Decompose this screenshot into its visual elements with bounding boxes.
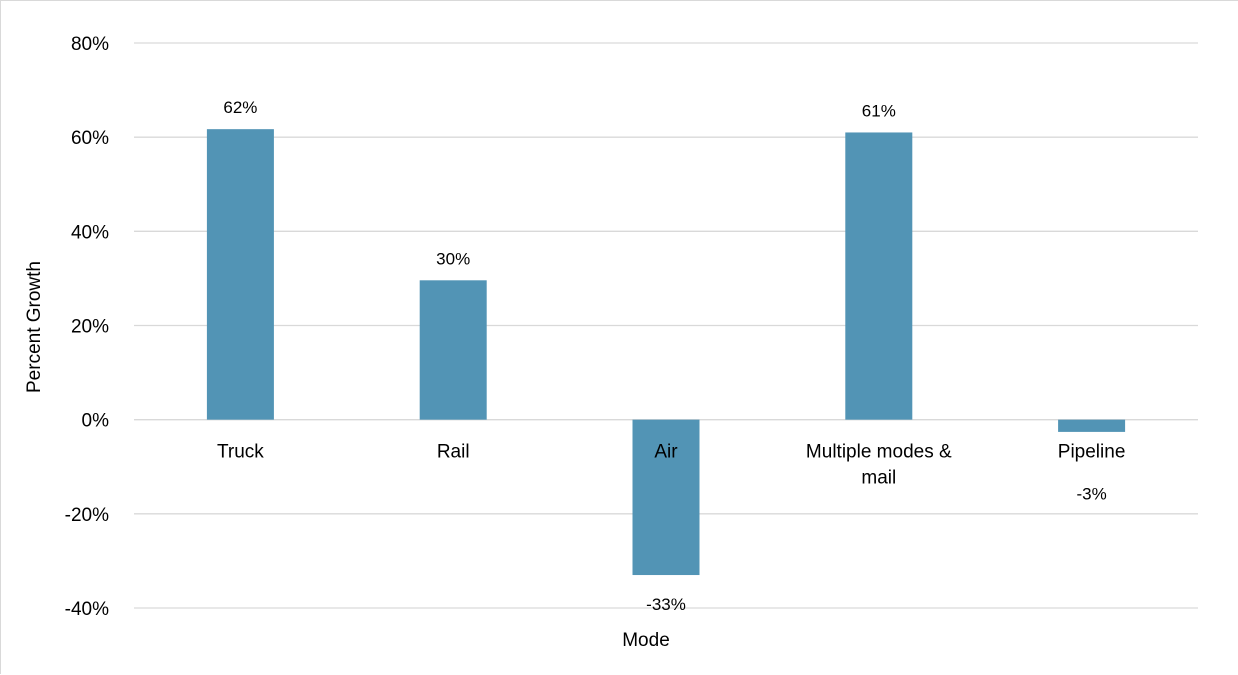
y-tick-label: 60% (71, 128, 109, 149)
y-tick-labels: -40% -20% 0% 20% 40% 60% 80% (65, 34, 109, 620)
category-labels: Truck Rail Air Multiple modes & mail Pipeline (217, 442, 1125, 489)
bars (206, 129, 1126, 576)
y-tick-label: 0% (82, 411, 110, 432)
y-tick-label: -20% (65, 505, 109, 526)
x-category-label: Rail (437, 442, 470, 463)
y-axis-title: Percent Growth (24, 261, 45, 393)
data-label: 62% (223, 98, 257, 117)
x-category-label: Air (654, 442, 678, 463)
bar (419, 280, 487, 420)
bar (845, 132, 913, 420)
x-category-label: Multiple modes & mail (806, 442, 952, 489)
data-label: -33% (646, 595, 686, 614)
y-tick-label: 40% (71, 222, 109, 243)
y-tick-label: 20% (71, 317, 109, 338)
data-label: -3% (1076, 485, 1106, 504)
bar (632, 419, 700, 576)
data-label: 61% (862, 101, 896, 120)
data-labels: 62% 30% -33% 61% -3% (223, 98, 1106, 614)
y-tick-label: 80% (71, 34, 109, 55)
bar (1058, 419, 1126, 432)
bar (206, 129, 274, 420)
x-axis-title: Mode (622, 630, 670, 651)
x-category-label: Pipeline (1058, 442, 1126, 463)
y-tick-label: -40% (65, 599, 109, 620)
x-category-label: Truck (217, 442, 264, 463)
data-label: 30% (436, 249, 470, 268)
